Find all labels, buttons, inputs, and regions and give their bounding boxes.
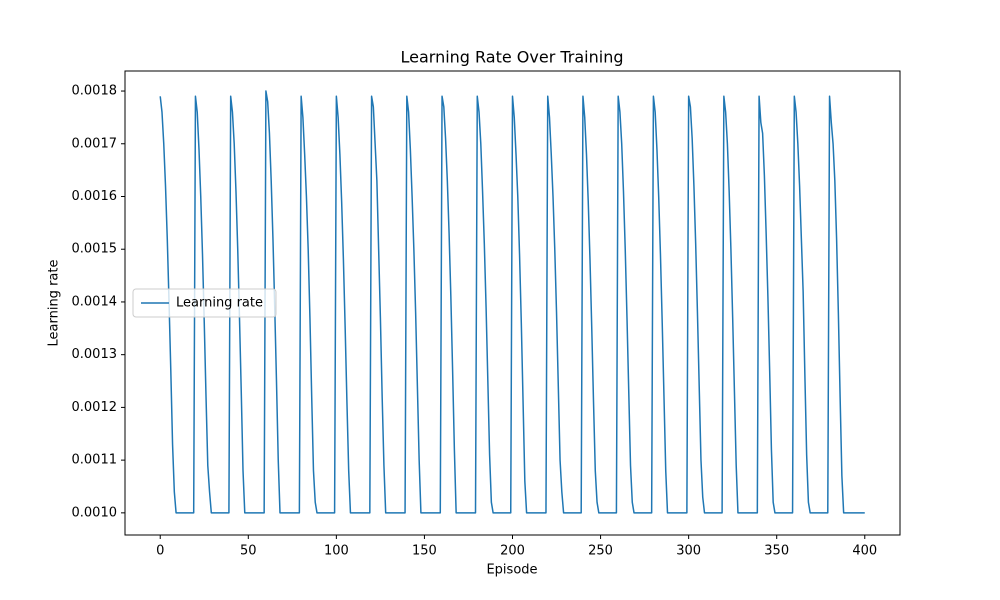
legend-label: Learning rate [176, 296, 263, 311]
y-tick-label: 0.0014 [72, 294, 118, 309]
y-tick-label: 0.0011 [72, 453, 118, 468]
x-tick-label: 0 [156, 544, 164, 559]
y-tick-label: 0.0013 [72, 347, 118, 362]
y-tick-label: 0.0010 [72, 505, 118, 520]
y-tick-label: 0.0016 [72, 189, 118, 204]
x-tick-label: 350 [764, 544, 789, 559]
y-axis-label: Learning rate [47, 260, 62, 347]
x-tick-label: 150 [412, 544, 437, 559]
legend-box [132, 288, 277, 318]
y-tick-label: 0.0012 [72, 400, 118, 415]
x-tick-label: 50 [240, 544, 257, 559]
chart-title: Learning Rate Over Training [400, 48, 623, 67]
plot-frame [124, 70, 901, 536]
x-tick-label: 250 [588, 544, 613, 559]
x-axis-label: Episode [486, 563, 537, 578]
x-tick-label: 100 [324, 544, 349, 559]
data-line [159, 90, 865, 514]
x-tick-label: 300 [676, 544, 701, 559]
x-tick-label: 400 [852, 544, 877, 559]
y-tick-label: 0.0018 [72, 84, 118, 99]
y-tick-label: 0.0017 [72, 136, 118, 151]
x-tick-label: 200 [500, 544, 525, 559]
y-tick-label: 0.0015 [72, 242, 118, 257]
